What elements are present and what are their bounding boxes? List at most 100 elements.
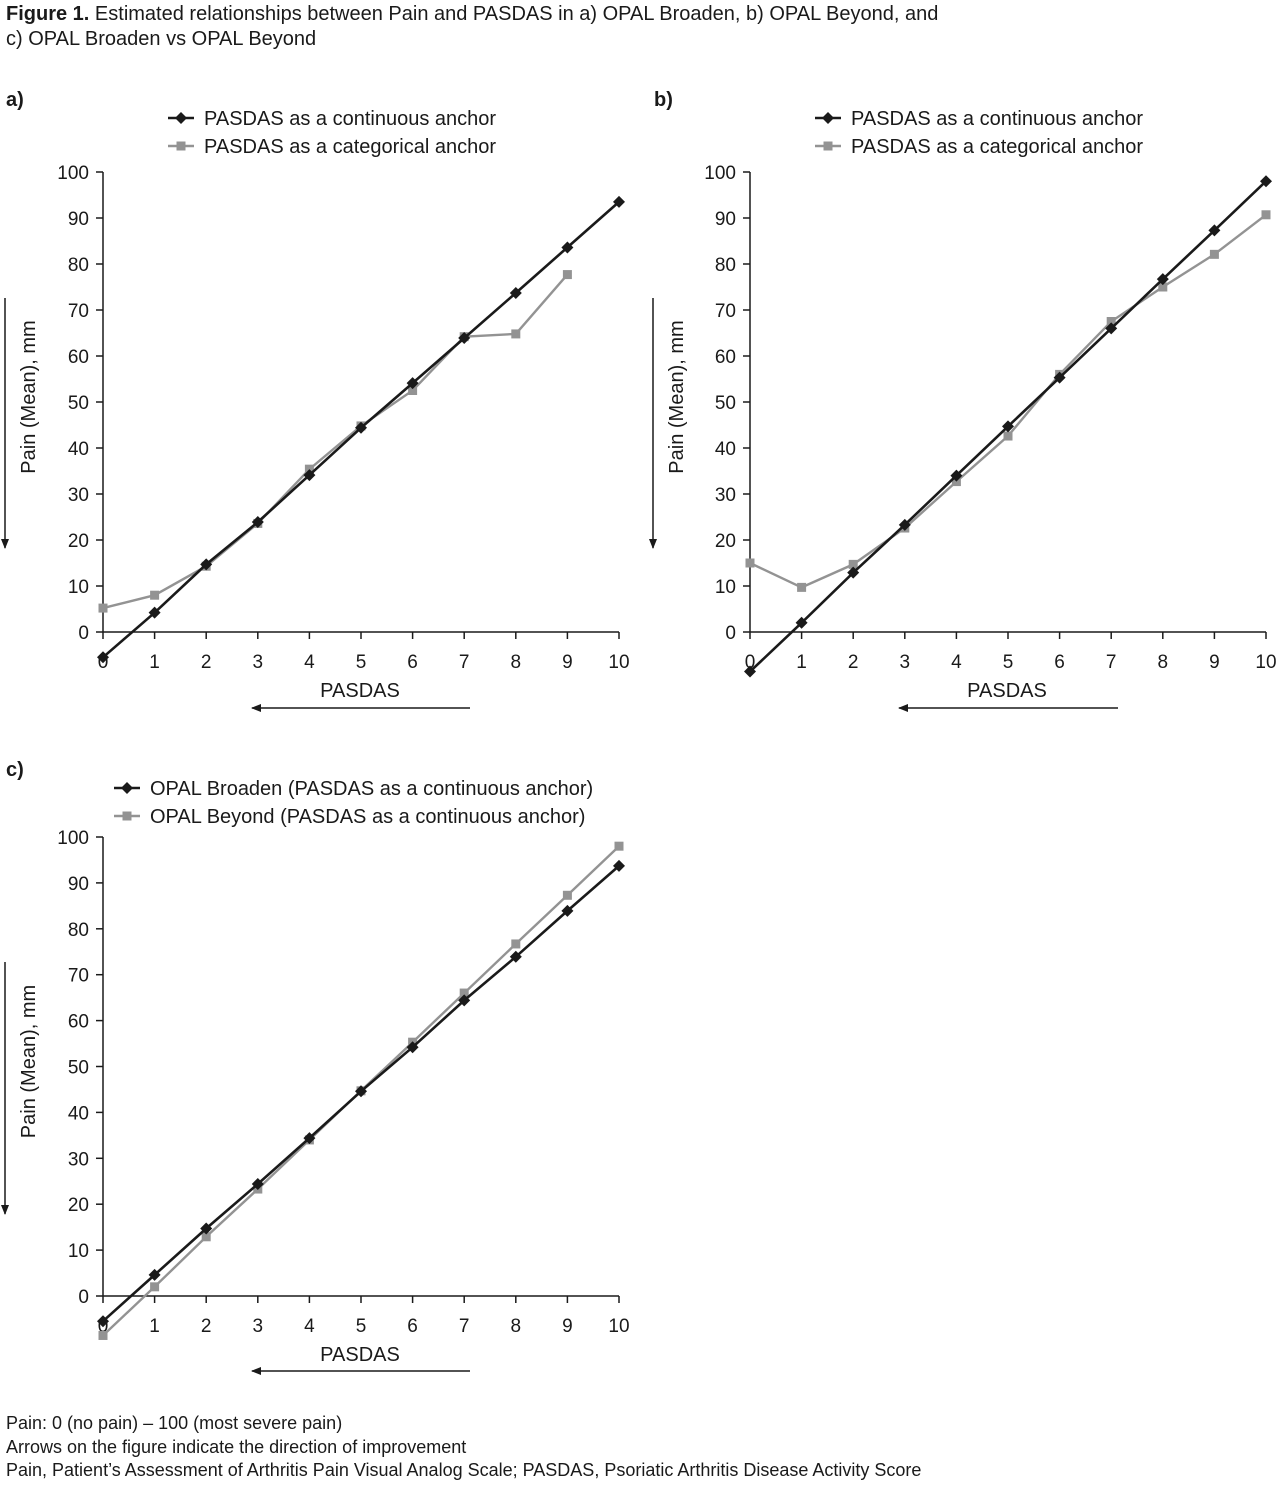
legend-marker [121, 782, 133, 794]
data-point [511, 329, 521, 339]
data-point [1002, 420, 1014, 433]
y-tick-label: 0 [78, 1287, 89, 1308]
data-point [1053, 371, 1066, 384]
data-point [406, 377, 419, 390]
legend-label: PASDAS as a continuous anchor [204, 108, 496, 130]
y-tick-label: 90 [715, 209, 736, 230]
y-tick-label: 80 [68, 920, 89, 941]
x-tick-label: 7 [459, 652, 470, 673]
data-point [458, 994, 471, 1007]
x-tick-label: 1 [149, 1316, 160, 1337]
data-point [200, 558, 213, 571]
data-point [795, 616, 808, 629]
x-tick-label: 5 [356, 1316, 367, 1337]
data-point [1209, 249, 1219, 259]
series-diamond [744, 175, 1272, 678]
data-point [458, 332, 471, 345]
data-point [97, 1315, 109, 1328]
data-point [614, 841, 624, 851]
data-point [1106, 317, 1116, 326]
x-tick-label: 6 [407, 652, 418, 673]
y-tick-label: 40 [68, 1103, 89, 1124]
x-tick-label: 9 [562, 652, 573, 673]
data-point [1156, 273, 1169, 286]
y-tick-label: 90 [68, 874, 89, 895]
data-point [950, 469, 963, 482]
legend: OPAL Broaden (PASDAS as a continuous anc… [114, 778, 593, 828]
data-point [1208, 224, 1221, 237]
y-tick-label: 90 [68, 209, 89, 230]
x-axis-label: PASDAS [320, 680, 400, 702]
chart-panel-c: c)0102030405060708090100012345678910PASD… [1, 759, 630, 1375]
data-point [150, 1282, 160, 1292]
data-point [303, 469, 316, 482]
data-point [201, 1232, 211, 1242]
data-point [97, 651, 109, 664]
data-point [744, 665, 756, 678]
chart-panel-a: a)0102030405060708090100012345678910PASD… [1, 89, 630, 712]
footnote-pain-scale: Pain: 0 (no pain) – 100 (most severe pai… [6, 1413, 343, 1433]
data-point [562, 890, 572, 900]
y-tick-label: 70 [715, 301, 736, 322]
legend-marker [823, 141, 833, 151]
series-diamond [97, 195, 625, 664]
x-tick-label: 10 [608, 1316, 629, 1337]
data-point [98, 603, 108, 613]
series-line [102, 273, 569, 610]
data-point [200, 1222, 213, 1235]
caption-line-1: Figure 1. Estimated relationships betwee… [6, 2, 1206, 27]
series-diamond [97, 859, 625, 1328]
data-point [1261, 210, 1271, 220]
x-tick-label: 5 [356, 652, 367, 673]
data-point [745, 558, 755, 568]
caption-text-1: Estimated relationships between Pain and… [94, 3, 939, 25]
legend-marker [122, 811, 132, 821]
data-point [561, 241, 574, 254]
data-point [148, 606, 161, 619]
series-line [749, 213, 1267, 589]
data-point [511, 939, 521, 949]
y-tick-label: 30 [68, 485, 89, 506]
y-tick-label: 100 [704, 163, 736, 184]
y-tick-label: 80 [68, 255, 89, 276]
legend: PASDAS as a continuous anchor PASDAS as a… [815, 108, 1143, 158]
panel-label: a) [6, 89, 24, 111]
data-point [509, 950, 522, 963]
x-tick-label: 2 [848, 652, 859, 673]
x-tick-label: 7 [1106, 652, 1117, 673]
data-point [797, 582, 807, 592]
series-square [98, 270, 572, 613]
y-tick-label: 50 [715, 393, 736, 414]
legend-label: PASDAS as a continuous anchor [851, 108, 1143, 130]
x-tick-label: 8 [1158, 652, 1169, 673]
x-tick-label: 2 [201, 1316, 212, 1337]
x-tick-label: 7 [459, 1316, 470, 1337]
x-tick-label: 0 [745, 652, 756, 673]
data-point [355, 1085, 367, 1098]
legend-marker [822, 112, 834, 124]
y-axis-label: Pain (Mean), mm [18, 985, 40, 1138]
y-tick-label: 10 [715, 577, 736, 598]
data-point [613, 195, 625, 208]
y-tick-label: 70 [68, 301, 89, 322]
y-tick-label: 0 [725, 623, 736, 644]
x-tick-label: 10 [1255, 652, 1276, 673]
data-point [1105, 322, 1118, 335]
data-point [150, 590, 160, 600]
series-square [745, 210, 1271, 592]
x-tick-label: 1 [796, 652, 807, 673]
x-tick-label: 6 [1054, 652, 1065, 673]
legend-label: PASDAS as a categorical anchor [204, 136, 496, 158]
x-tick-label: 8 [511, 652, 522, 673]
figure-caption: Figure 1. Estimated relationships betwee… [6, 2, 1206, 52]
data-point [408, 386, 418, 395]
panel-label: c) [6, 759, 24, 781]
y-tick-label: 0 [78, 623, 89, 644]
footnote-arrows: Arrows on the figure indicate the direct… [6, 1436, 467, 1457]
y-tick-label: 50 [68, 1058, 89, 1079]
data-point [847, 566, 860, 579]
data-point [613, 859, 625, 872]
x-tick-label: 10 [608, 652, 629, 673]
x-tick-label: 1 [149, 652, 160, 673]
